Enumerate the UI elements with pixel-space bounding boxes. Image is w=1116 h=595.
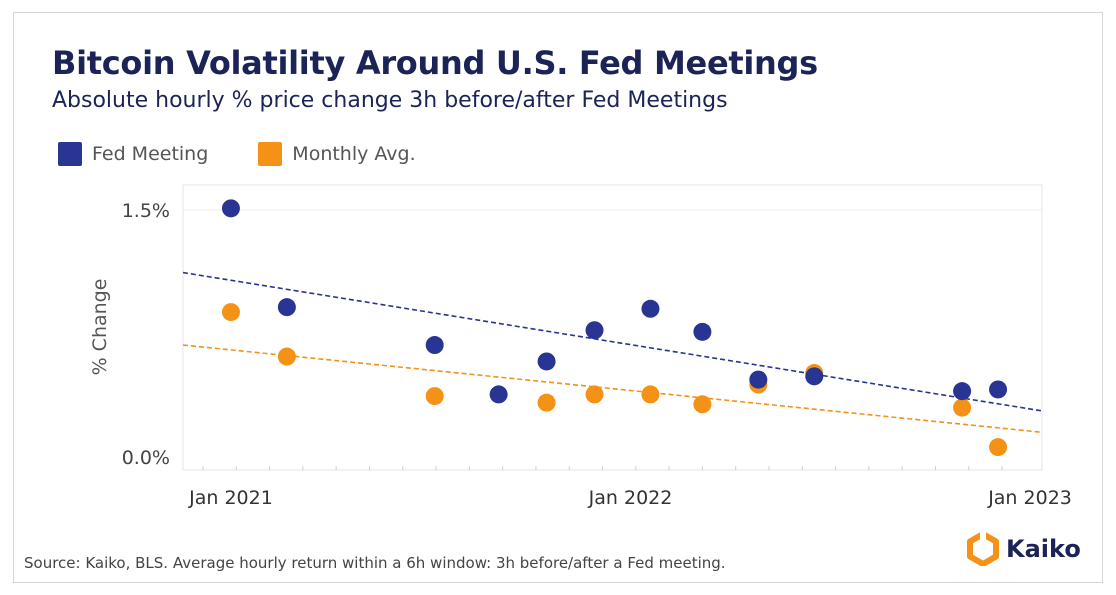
legend-swatch-monthly-avg (258, 142, 283, 166)
point-monthly-avg (953, 398, 972, 417)
brand-name: Kaiko (1006, 535, 1081, 563)
point-fed-meeting (805, 367, 824, 386)
y-axis-label: % Change (89, 279, 111, 376)
point-monthly-avg (425, 387, 444, 406)
chart-frame (13, 12, 1103, 583)
point-fed-meeting (693, 322, 712, 341)
source-note: Source: Kaiko, BLS. Average hourly retur… (24, 554, 726, 572)
point-monthly-avg (277, 347, 296, 366)
point-fed-meeting (425, 336, 444, 355)
legend-swatch-fed-meeting (58, 142, 82, 166)
point-monthly-avg (585, 385, 604, 404)
point-monthly-avg (221, 303, 240, 322)
trendline-monthly-avg (182, 344, 1043, 434)
point-fed-meeting (489, 385, 508, 404)
trendline-fed-meeting (182, 271, 1043, 412)
x-tick-label: Jan 2021 (188, 487, 273, 509)
y-tick-label: 0.0% (122, 447, 170, 469)
legend-label-monthly-avg: Monthly Avg. (292, 143, 416, 165)
point-fed-meeting (537, 352, 556, 371)
legend: Fed Meeting Monthly Avg. (58, 142, 466, 166)
legend-label-fed-meeting: Fed Meeting (92, 143, 209, 165)
point-fed-meeting (221, 199, 240, 218)
point-fed-meeting (953, 382, 972, 401)
x-tick-label: Jan 2023 (987, 487, 1072, 509)
point-fed-meeting (585, 321, 604, 340)
point-monthly-avg (989, 438, 1008, 457)
chart-subtitle: Absolute hourly % price change 3h before… (52, 88, 728, 113)
brand-logo: Kaiko (966, 532, 1081, 566)
legend-item-monthly-avg[interactable]: Monthly Avg. (258, 142, 416, 166)
kaiko-logo-icon (967, 532, 999, 566)
y-tick-label: 1.5% (122, 200, 170, 222)
point-fed-meeting (989, 380, 1008, 399)
point-fed-meeting (277, 298, 296, 317)
point-monthly-avg (693, 395, 712, 414)
plot-area (182, 184, 1043, 471)
point-fed-meeting (749, 370, 768, 389)
chart-title: Bitcoin Volatility Around U.S. Fed Meeti… (52, 44, 818, 82)
point-fed-meeting (641, 299, 660, 318)
legend-item-fed-meeting[interactable]: Fed Meeting (58, 142, 208, 166)
point-monthly-avg (537, 393, 556, 412)
point-monthly-avg (641, 385, 660, 404)
x-tick-label: Jan 2022 (588, 487, 673, 509)
